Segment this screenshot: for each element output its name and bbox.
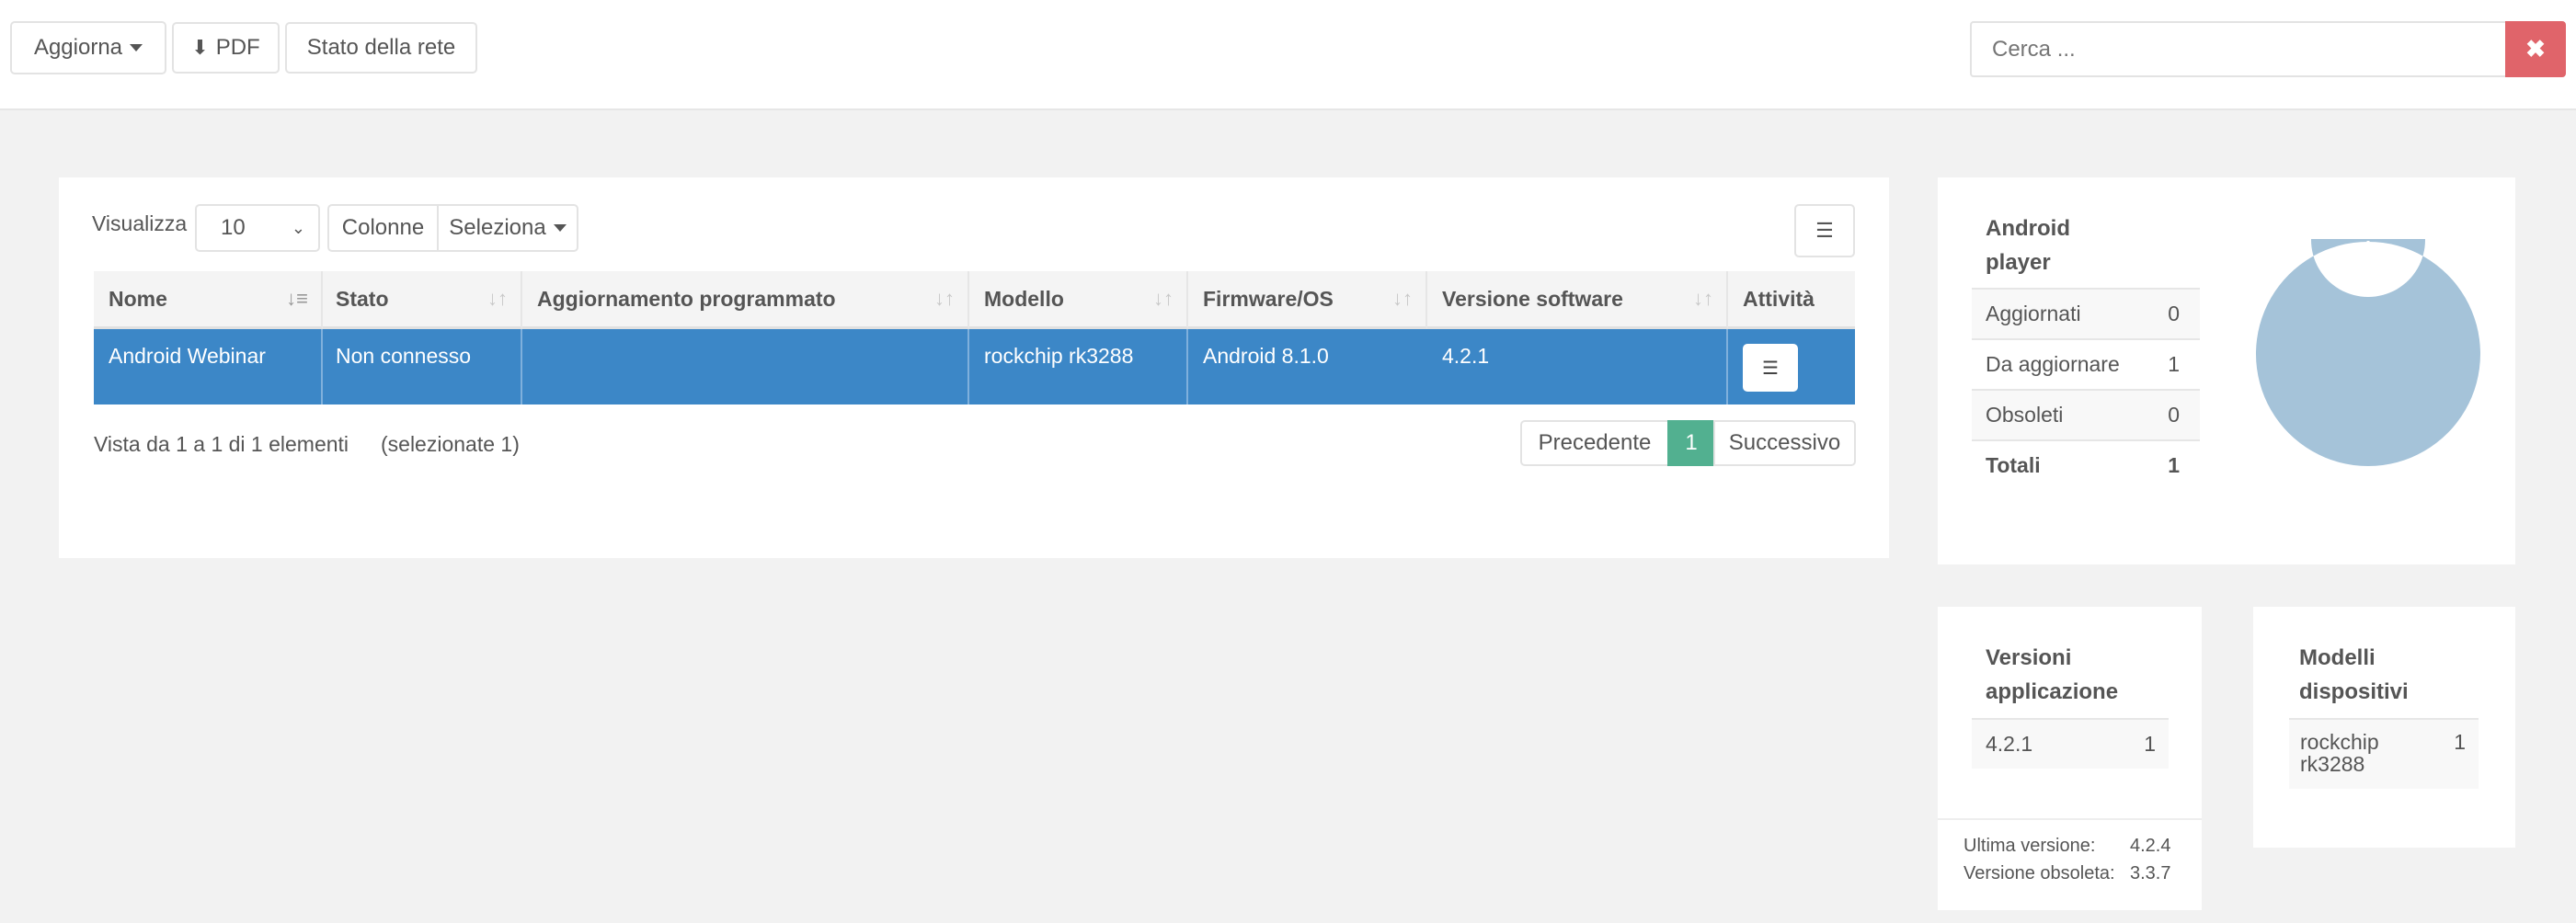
header-label: Modello (984, 286, 1064, 311)
latest-version-label: Ultima versione: (1963, 836, 2096, 856)
total-label: Totali (1986, 453, 2041, 477)
select-dropdown-button[interactable]: Seleziona (437, 204, 578, 252)
status-donut-chart (2255, 239, 2480, 466)
select-label: Seleziona (449, 215, 546, 240)
header-label: Firmware/OS (1203, 286, 1334, 311)
previous-page-button[interactable]: Precedente (1520, 420, 1669, 466)
header-label: Stato (336, 286, 389, 311)
version-label: 4.2.1 (1986, 732, 2033, 756)
selected-count: (selezionate 1) (381, 432, 520, 456)
columns-button[interactable]: Colonne (327, 204, 439, 252)
header-stato[interactable]: Stato ↓↑ (323, 271, 522, 329)
obsolete-version-value: 3.3.7 (2130, 863, 2171, 883)
cell-versione: 4.2.1 (1427, 329, 1728, 405)
search-input[interactable] (1970, 21, 2507, 77)
version-row: 4.2.1 1 (1972, 718, 2169, 769)
sort-icon: ↓↑ (1693, 287, 1713, 310)
activity-button[interactable]: ☰ (1743, 344, 1798, 392)
stat-label: Aggiornati (1986, 302, 2081, 325)
donut-slice-da-aggiornare (2255, 239, 2480, 466)
chevron-down-icon: ⌄ (291, 218, 305, 237)
stat-value: 1 (2168, 352, 2180, 376)
cell-modello: rockchip rk3288 (969, 329, 1188, 405)
pdf-button[interactable]: ⬇ PDF (172, 22, 280, 74)
header-attivita: Attività (1728, 271, 1855, 329)
divider (1938, 818, 2202, 820)
page-size-value: 10 (221, 215, 246, 240)
network-status-label: Stato della rete (306, 35, 456, 60)
header-nome[interactable]: Nome ↓≡ (94, 271, 323, 329)
model-count: 1 (2454, 730, 2466, 754)
stat-label: Da aggiornare (1986, 352, 2120, 376)
update-label: Aggiorna (33, 35, 123, 60)
header-aggiornamento[interactable]: Aggiornamento programmato ↓↑ (522, 271, 969, 329)
sort-icon: ↓↑ (1153, 287, 1174, 310)
cell-nome: Android Webinar (94, 329, 323, 405)
cell-firmware: Android 8.1.0 (1188, 329, 1427, 405)
cell-aggiornamento (522, 329, 969, 405)
caret-down-icon (130, 44, 143, 51)
android-player-title: Android player (1986, 216, 2070, 275)
header-modello[interactable]: Modello ↓↑ (969, 271, 1188, 329)
header-firmware[interactable]: Firmware/OS ↓↑ (1188, 271, 1427, 329)
pdf-label: PDF (215, 35, 260, 60)
table-info: Vista da 1 a 1 di 1 elementi (94, 432, 349, 456)
header-versione[interactable]: Versione software ↓↑ (1427, 271, 1728, 329)
current-page: 1 (1685, 430, 1698, 455)
stat-label: Obsoleti (1986, 403, 2064, 427)
header-label: Attività (1743, 286, 1815, 311)
sort-icon: ↓↑ (934, 287, 955, 310)
device-models-title: Modelli dispositivi (2299, 645, 2409, 704)
stat-row-totali: Totali 1 (1972, 439, 2200, 490)
columns-label: Colonne (341, 215, 425, 240)
download-icon: ⬇ (191, 36, 209, 59)
version-count: 1 (2144, 732, 2156, 756)
page-size-select[interactable]: 10 ⌄ (195, 204, 320, 252)
next-label: Successivo (1728, 430, 1841, 455)
network-status-button[interactable]: Stato della rete (285, 22, 477, 74)
model-label: rockchip rk3288 (2300, 730, 2379, 776)
header-label: Nome (109, 286, 167, 311)
stat-row-da-aggiornare: Da aggiornare 1 (1972, 338, 2200, 389)
latest-version-value: 4.2.4 (2130, 836, 2171, 856)
stat-value: 0 (2168, 302, 2180, 325)
page-1-button[interactable]: 1 (1667, 420, 1715, 466)
sort-icon: ↓↑ (1392, 287, 1413, 310)
header-label: Aggiornamento programmato (537, 286, 836, 311)
clear-search-button[interactable]: ✖ (2505, 21, 2566, 77)
table-settings-button[interactable]: ☰ (1794, 204, 1855, 257)
list-icon: ☰ (1762, 358, 1779, 379)
caret-down-icon (553, 224, 567, 232)
previous-label: Precedente (1538, 430, 1652, 455)
obsolete-version-label: Versione obsoleta: (1963, 863, 2115, 883)
page-size-label: Visualizza (92, 211, 188, 235)
sliders-icon: ☰ (1815, 219, 1834, 242)
stat-row-aggiornati: Aggiornati 0 (1972, 288, 2200, 338)
next-page-button[interactable]: Successivo (1713, 420, 1856, 466)
app-versions-title: Versioni applicazione (1986, 645, 2119, 704)
close-icon: ✖ (2525, 35, 2546, 63)
header-label: Versione software (1442, 286, 1623, 311)
total-value: 1 (2168, 453, 2180, 477)
sort-icon: ↓↑ (487, 287, 508, 310)
stat-row-obsoleti: Obsoleti 0 (1972, 389, 2200, 439)
sort-asc-icon: ↓≡ (286, 287, 308, 310)
cell-stato: Non connesso (323, 329, 522, 405)
stat-value: 0 (2168, 403, 2180, 427)
model-row: rockchip rk3288 1 (2289, 718, 2479, 789)
update-dropdown-button[interactable]: Aggiorna (10, 21, 166, 74)
